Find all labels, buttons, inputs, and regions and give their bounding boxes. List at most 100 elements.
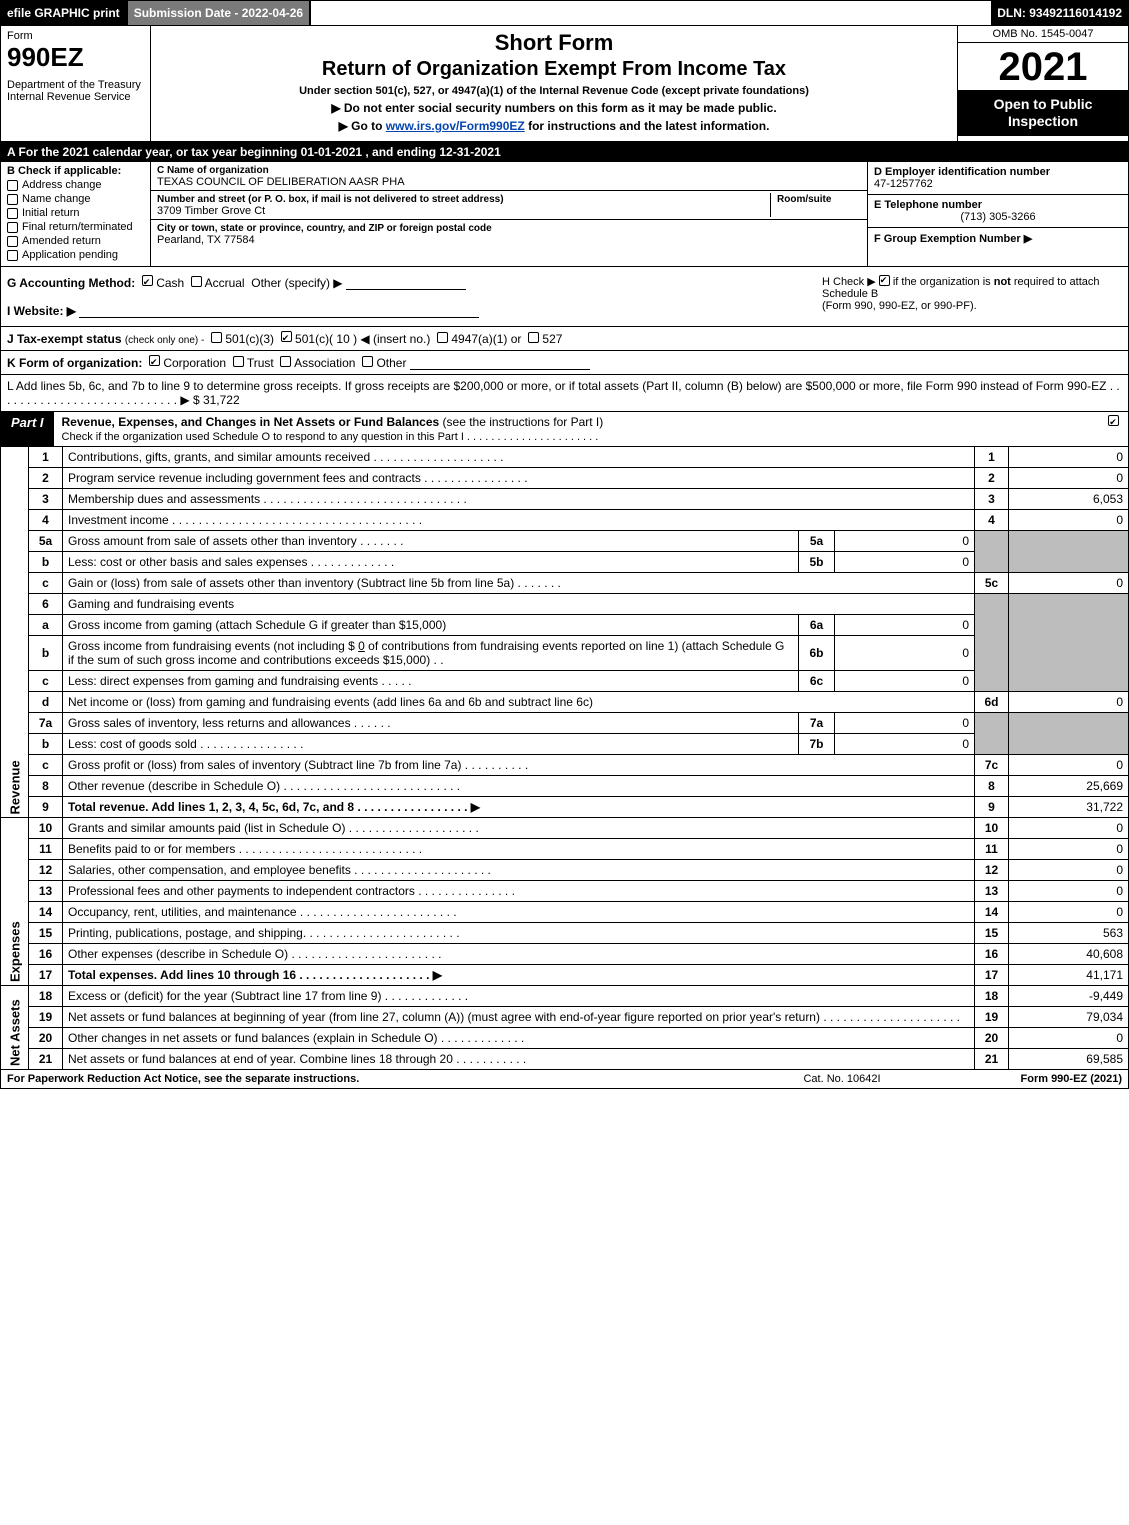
chk-501c[interactable] [281,331,292,342]
ln-1-num: 1 [29,447,63,468]
ln-6b-amt: 0 [358,639,365,653]
goto-link[interactable]: www.irs.gov/Form990EZ [386,119,525,133]
footer-right: Form 990-EZ (2021) [942,1073,1122,1085]
ln-6c-num: c [29,671,63,692]
ln-5c-num: c [29,573,63,594]
chk-527[interactable] [528,332,539,343]
ln-16-desc: Other expenses (describe in Schedule O) … [63,944,975,965]
line-5c: c Gain or (loss) from sale of assets oth… [1,573,1129,594]
website-line: I Website: ▶ [7,304,812,318]
g-label: G Accounting Method: [7,276,135,290]
line-6d: d Net income or (loss) from gaming and f… [1,692,1129,713]
ln-18-val: -9,449 [1009,986,1129,1007]
ln-7c-val: 0 [1009,755,1129,776]
ln-19-desc: Net assets or fund balances at beginning… [63,1007,975,1028]
ein-label: D Employer identification number [874,166,1050,178]
shade-5 [975,531,1009,573]
line-17: 17 Total expenses. Add lines 10 through … [1,965,1129,986]
omb-number: OMB No. 1545-0047 [958,26,1128,43]
ln-18-box: 18 [975,986,1009,1007]
line-5b: b Less: cost or other basis and sales ex… [1,552,1129,573]
checkbox-icon[interactable] [7,222,18,233]
chk-final-return[interactable]: Final return/terminated [7,221,144,233]
header-right: OMB No. 1545-0047 2021 Open to Public In… [958,26,1128,141]
ln-15-val: 563 [1009,923,1129,944]
h-text-2: if the organization is [893,276,994,288]
l-text: L Add lines 5b, 6c, and 7b to line 9 to … [7,379,1120,407]
checkbox-icon[interactable] [7,180,18,191]
ln-8-val: 25,669 [1009,776,1129,797]
ln-6b-subval: 0 [835,636,975,671]
other-specify: Other (specify) ▶ [251,276,342,290]
row-h: H Check ▶ if the organization is not req… [822,275,1122,312]
website-input[interactable] [79,304,479,318]
chk-assoc[interactable] [280,356,291,367]
chk-address-change[interactable]: Address change [7,179,144,191]
ln-5a-sub: 5a [799,531,835,552]
chk-cash[interactable] [142,275,153,286]
checkbox-icon[interactable] [7,194,18,205]
ln-5b-sub: 5b [799,552,835,573]
chk-trust[interactable] [233,356,244,367]
chk-corp[interactable] [149,355,160,366]
line-6c: c Less: direct expenses from gaming and … [1,671,1129,692]
line-21: 21 Net assets or fund balances at end of… [1,1049,1129,1070]
ln-10-desc: Grants and similar amounts paid (list in… [63,818,975,839]
dln-label: DLN: 93492116014192 [991,1,1128,25]
ln-7b-subval: 0 [835,734,975,755]
ln-7a-sub: 7a [799,713,835,734]
chk-other[interactable] [362,356,373,367]
addr-label: Number and street (or P. O. box, if mail… [157,194,504,205]
k-other: Other [376,356,406,370]
chk-501c3[interactable] [211,332,222,343]
ln-6a-num: a [29,615,63,636]
chk-schedule-b[interactable] [879,275,890,286]
ln-16-val: 40,608 [1009,944,1129,965]
ln-3-num: 3 [29,489,63,510]
chk-accrual[interactable] [191,276,202,287]
line-7c: c Gross profit or (loss) from sales of i… [1,755,1129,776]
j-opt1: 501(c)(3) [225,332,274,346]
ln-17-box: 17 [975,965,1009,986]
ln-17-num: 17 [29,965,63,986]
shade-7 [975,713,1009,755]
h-text-1: H Check ▶ [822,276,879,288]
ln-5c-val: 0 [1009,573,1129,594]
efile-print-label[interactable]: efile GRAPHIC print [1,1,126,25]
chk-schedule-o[interactable] [1108,415,1119,426]
ln-5b-num: b [29,552,63,573]
revenue-vlabel: Revenue [1,447,29,818]
chk-initial-return[interactable]: Initial return [7,207,144,219]
ln-2-desc: Program service revenue including govern… [63,468,975,489]
ln-14-desc: Occupancy, rent, utilities, and maintena… [63,902,975,923]
chk-amended-return[interactable]: Amended return [7,235,144,247]
chk-application-pending[interactable]: Application pending [7,249,144,261]
ln-11-num: 11 [29,839,63,860]
checkbox-icon[interactable] [7,208,18,219]
ln-15-box: 15 [975,923,1009,944]
chk-name-change[interactable]: Name change [7,193,144,205]
checkbox-icon[interactable] [7,250,18,261]
other-input[interactable] [346,276,466,290]
chk-label: Address change [22,179,102,191]
netassets-vlabel: Net Assets [1,986,29,1070]
org-name: TEXAS COUNCIL OF DELIBERATION AASR PHA [157,176,405,188]
form-number: 990EZ [7,42,144,73]
ln-5a-subval: 0 [835,531,975,552]
line-1: Revenue 1 Contributions, gifts, grants, … [1,447,1129,468]
ln-21-box: 21 [975,1049,1009,1070]
ln-14-val: 0 [1009,902,1129,923]
ln-6d-box: 6d [975,692,1009,713]
ln-2-num: 2 [29,468,63,489]
checkbox-icon[interactable] [7,236,18,247]
ln-5b-subval: 0 [835,552,975,573]
k-other-input[interactable] [410,356,590,370]
ln-20-desc: Other changes in net assets or fund bala… [63,1028,975,1049]
line-6a: a Gross income from gaming (attach Sched… [1,615,1129,636]
ln-11-desc: Benefits paid to or for members . . . . … [63,839,975,860]
ln-7b-desc: Less: cost of goods sold . . . . . . . .… [63,734,799,755]
chk-4947[interactable] [437,332,448,343]
footer-right-form: 990-EZ [1051,1073,1087,1085]
ln-14-box: 14 [975,902,1009,923]
ln-16-num: 16 [29,944,63,965]
